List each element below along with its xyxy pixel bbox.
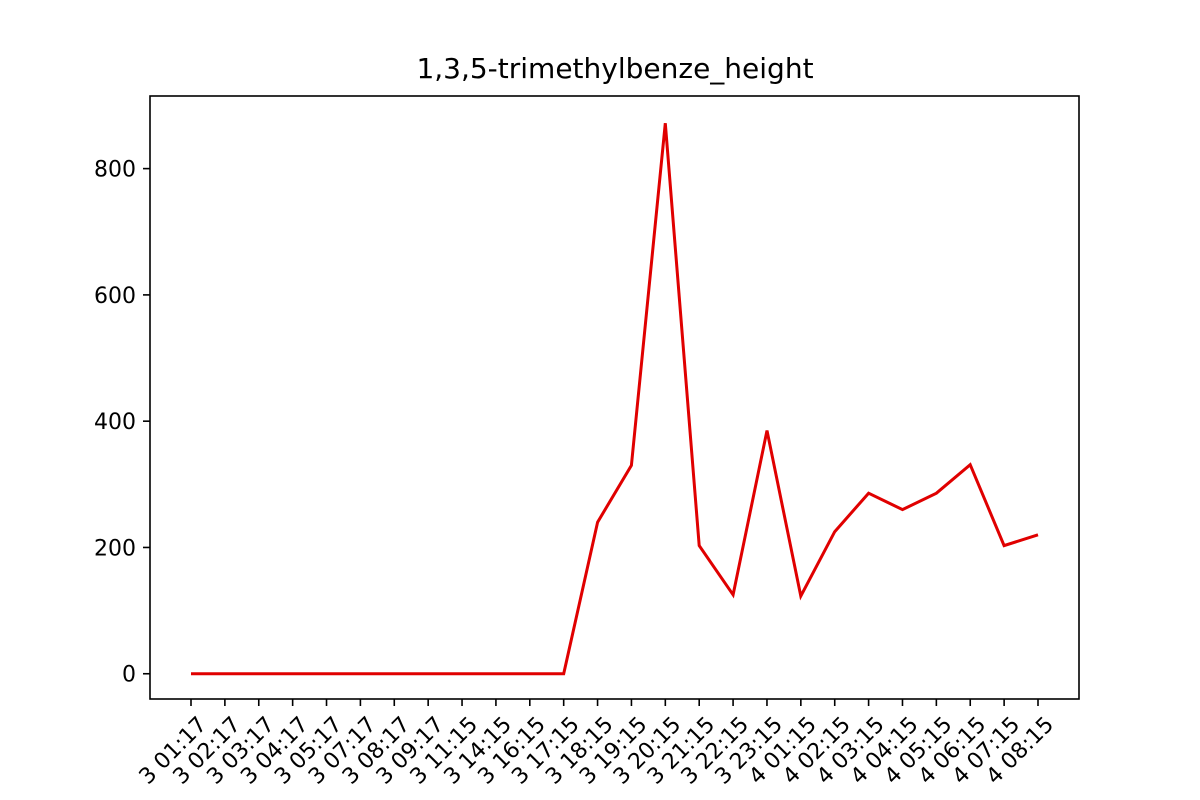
y-axis: 0 200 400 600 800: [94, 158, 150, 688]
y-tick-label: 800: [94, 158, 136, 183]
y-tick-label: 600: [94, 284, 136, 309]
chart-title: 1,3,5-trimethylbenze_height: [416, 52, 813, 85]
y-tick-label: 200: [94, 536, 136, 561]
series-line: [191, 123, 1039, 676]
y-tick-label: 400: [94, 410, 136, 435]
y-tick-label: 0: [122, 663, 136, 688]
plot-frame: [149, 95, 1080, 700]
